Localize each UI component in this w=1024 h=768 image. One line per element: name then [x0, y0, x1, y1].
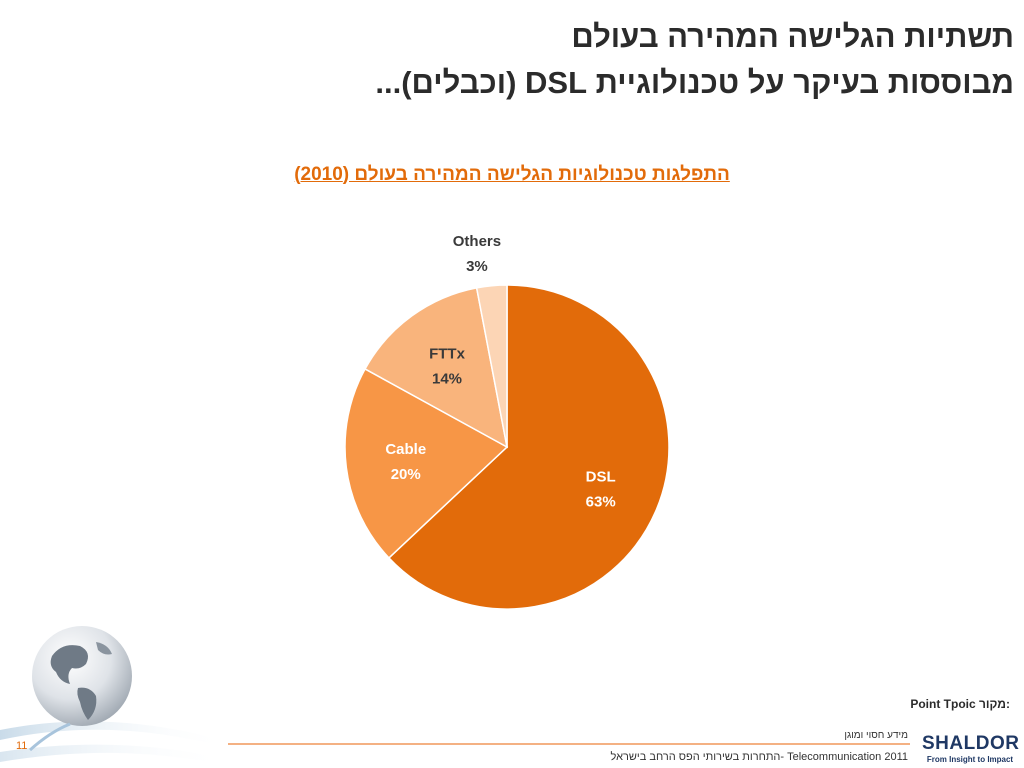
slide-title-line-2: מבוססות בעיקר על טכנולוגיית DSL (וכבלים)… [375, 65, 1014, 100]
logo-name: SHALDOR [922, 733, 1020, 754]
pie-slice-cable [344, 367, 509, 559]
source-note: Point Tpoic מקור: [910, 697, 1010, 711]
pie-value-fttx: 14% [432, 370, 462, 387]
pie-label-others: Others [453, 233, 501, 250]
page-number: 11 [16, 740, 28, 752]
slide-title-line-1: תשתיות הגלישה המהירה בעולם [571, 19, 1014, 54]
source-value: Point Tpoic [910, 697, 976, 711]
pie-label-fttx: FTTx [429, 345, 465, 362]
pie-label-dsl: DSL [586, 469, 616, 486]
slide-title: תשתיות הגלישה המהירה בעולם מבוססות בעיקר… [114, 14, 1014, 106]
chart-title: התפלגות טכנולוגיות הגלישה המהירה בעולם (… [294, 164, 730, 185]
pie-value-others: 3% [466, 258, 488, 275]
globe-icon [0, 626, 228, 766]
shaldor-logo: SHALDOR From Insight to Impact [922, 733, 1020, 768]
pie-label-cable: Cable [385, 441, 426, 458]
pie-value-cable: 20% [391, 466, 421, 483]
logo-tagline: From Insight to Impact [926, 755, 1014, 764]
footer-divider [228, 743, 910, 745]
footer-text: התחרות בשירותי הפס הרחב בישראל- Telecomm… [610, 751, 909, 763]
pie-slice-others [475, 284, 508, 448]
source-label: מקור: [979, 697, 1010, 711]
confidential-note: מידע חסוי ומוגן [844, 730, 908, 741]
pie-value-dsl: 63% [586, 494, 616, 511]
pie-slice-fttx [364, 286, 509, 449]
pie-slice-dsl [387, 284, 670, 610]
